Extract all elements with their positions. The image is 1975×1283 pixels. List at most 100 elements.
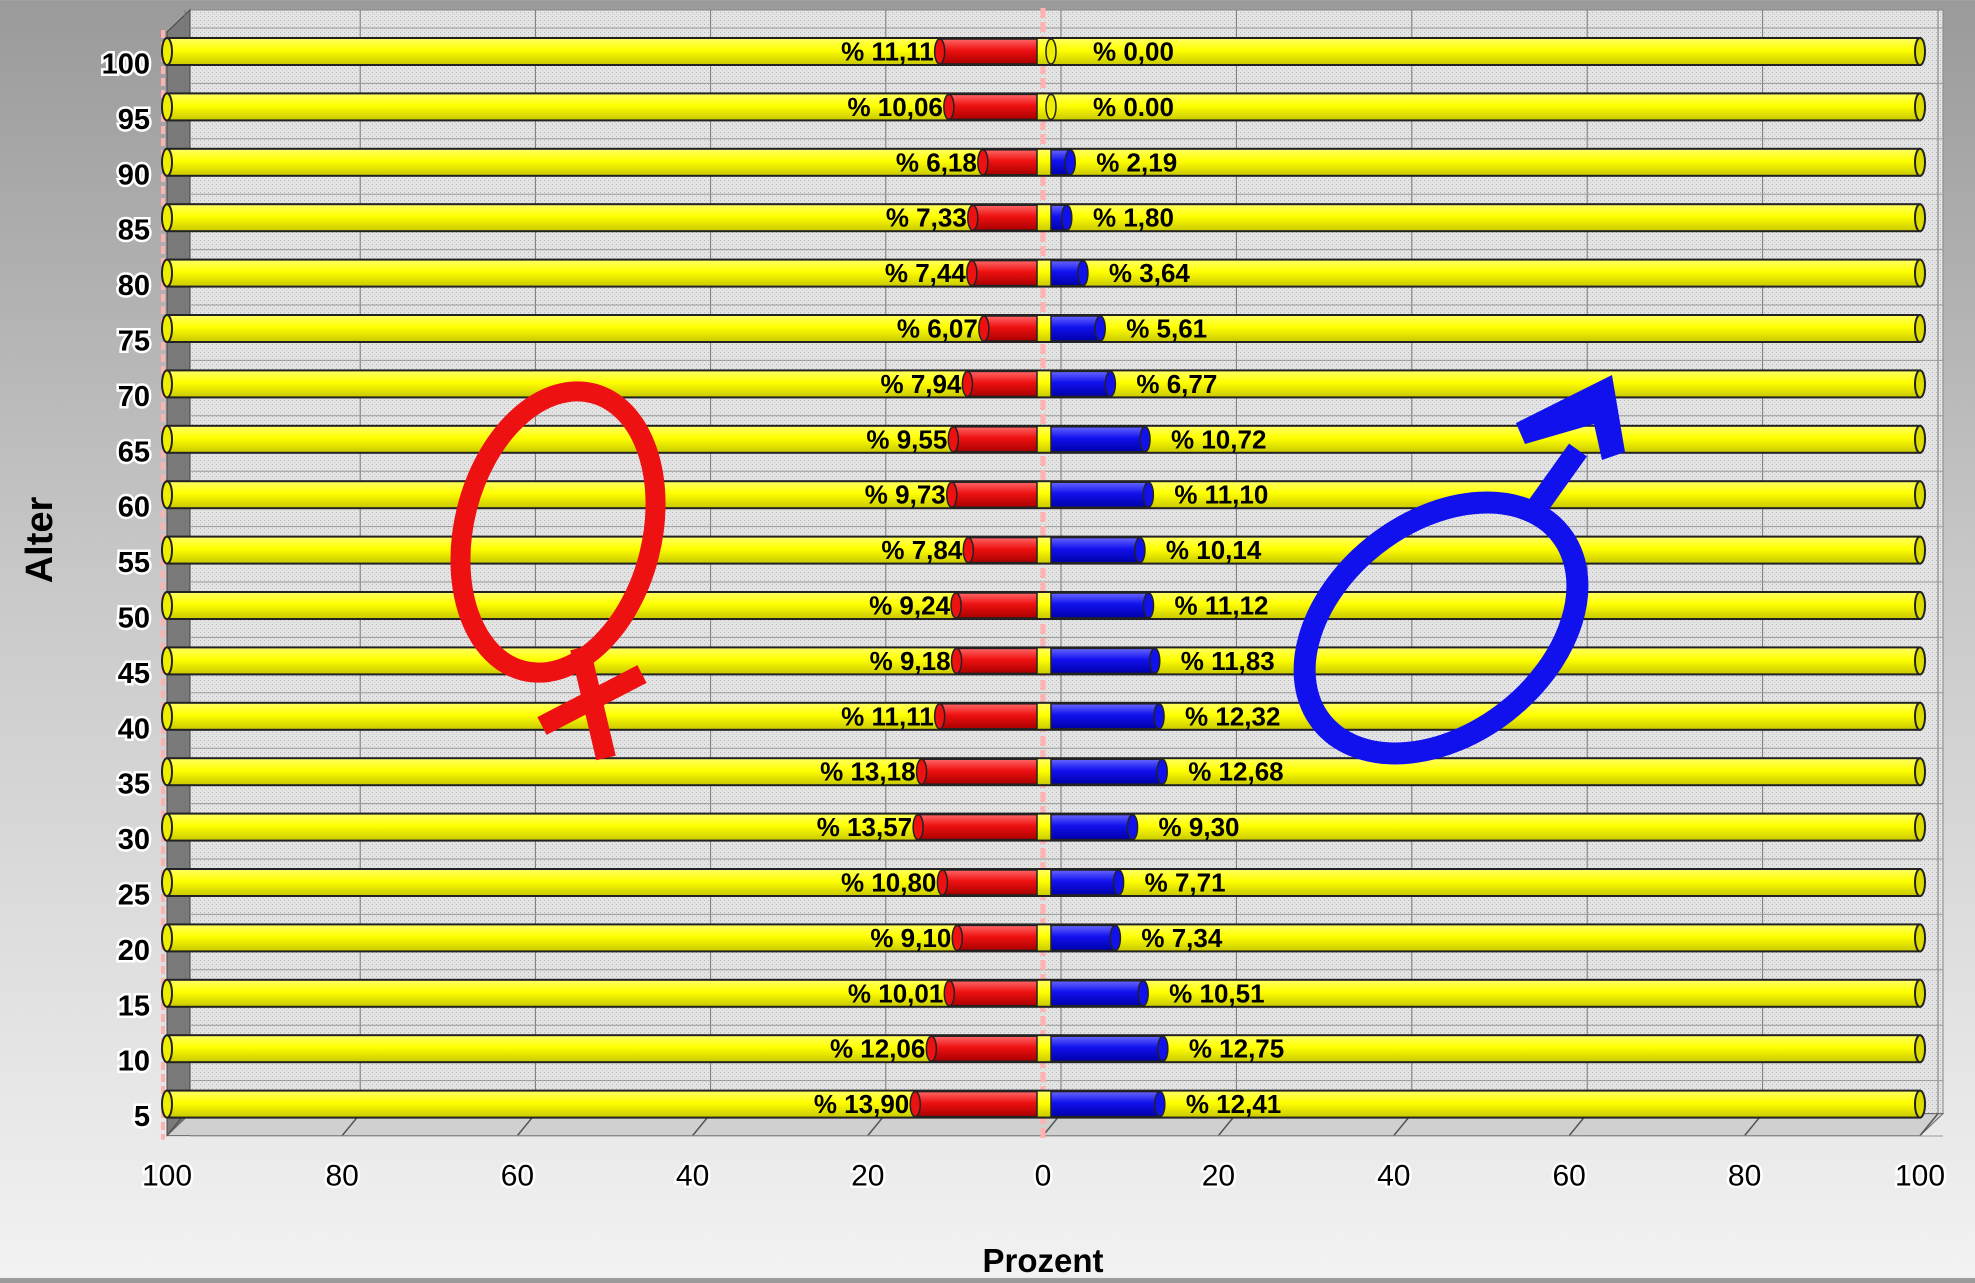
y-axis-label: Alter (19, 497, 61, 584)
female-bar-cap (950, 647, 963, 675)
female-bar (955, 647, 1038, 675)
female-data-label: % 9,73 (865, 480, 946, 510)
male-bar (1050, 869, 1120, 896)
background-bar (166, 203, 1921, 233)
female-data-label: % 9,24 (869, 591, 950, 621)
female-bar-cap (925, 1035, 938, 1062)
background-bar (166, 923, 1921, 953)
male-bar-cap (1154, 1090, 1166, 1118)
male-bar-cap (1139, 426, 1151, 453)
background-bar-cap-left (161, 424, 173, 454)
y-tick-label: 40 (118, 713, 150, 745)
x-tick-label: 60 (501, 1160, 534, 1193)
male-data-label: % 12,68 (1188, 757, 1283, 787)
male-data-label: % 1,80 (1093, 203, 1174, 233)
male-bar (1050, 592, 1150, 619)
male-bar (1050, 703, 1160, 730)
male-bar-cap (1137, 980, 1149, 1007)
female-bar-cap (961, 370, 974, 398)
female-bar (966, 370, 1038, 398)
female-data-label: % 6,07 (897, 314, 978, 344)
male-data-label: % 12,32 (1185, 701, 1280, 731)
y-tick-label: 70 (118, 381, 150, 413)
background-bar-cap-left (161, 37, 173, 66)
male-bar-cap (1126, 813, 1139, 841)
female-data-label: % 11,11 (841, 701, 934, 731)
female-data-label: % 9,55 (866, 424, 947, 454)
female-bar (982, 149, 1038, 176)
male-data-label: % 11,83 (1181, 646, 1275, 676)
background-bar-cap-right (1914, 978, 1926, 1008)
y-tick-label: 100 (102, 49, 150, 81)
female-bar (983, 315, 1038, 342)
background-bar (166, 92, 1921, 122)
background-bar (166, 424, 1921, 454)
x-tick-label: 0 (1035, 1160, 1052, 1193)
male-bar-cap (1104, 370, 1117, 398)
background-bar (166, 369, 1921, 399)
background-bar-cap-left (161, 369, 173, 399)
background-bar-cap-right (1914, 203, 1926, 233)
male-bar-cap (1148, 647, 1161, 675)
male-data-label: % 0.00 (1093, 92, 1174, 122)
y-tick-label: 5 (134, 1101, 150, 1133)
y-tick-label: 45 (118, 658, 150, 690)
x-tick-label: 20 (851, 1160, 884, 1193)
y-tick-label: 15 (118, 990, 150, 1022)
background-bar (166, 258, 1921, 288)
female-bar-cap (943, 93, 955, 121)
female-data-label: % 13,18 (820, 757, 915, 787)
female-bar (956, 924, 1038, 952)
background-bar-cap-left (161, 646, 173, 676)
female-bar (967, 536, 1038, 564)
background-bar (166, 646, 1921, 676)
bars (161, 37, 1926, 1119)
male-bar-cap (1142, 481, 1155, 508)
background-bar-cap-right (1914, 923, 1926, 953)
male-bar-cap (1157, 1035, 1169, 1062)
y-tick-label: 55 (118, 547, 150, 579)
female-bar-cap (950, 592, 962, 619)
y-tick-label: 85 (118, 215, 150, 247)
male-bar (1050, 536, 1141, 564)
background-bar-cap-right (1914, 757, 1926, 787)
female-bar (938, 703, 1038, 730)
male-data-label: % 11,10 (1174, 480, 1268, 510)
male-data-label: % 5,61 (1126, 314, 1207, 344)
grid-floor-tick (1919, 1113, 1939, 1137)
background-bar-cap-right (1914, 314, 1926, 343)
background-bar (166, 591, 1921, 620)
female-bar (952, 426, 1038, 453)
female-bar (951, 481, 1038, 508)
background-bar (166, 480, 1921, 510)
female-bar-cap (936, 869, 949, 896)
female-bar-cap (933, 38, 946, 65)
background-bar-cap-left (161, 701, 173, 731)
background-bar (166, 1034, 1921, 1064)
male-bar (1050, 758, 1163, 785)
background-bar-cap-left (161, 757, 173, 787)
y-tick-label: 75 (118, 326, 150, 358)
background-bar-cap-left (161, 535, 173, 565)
male-bar (1050, 315, 1101, 342)
female-data-label: % 13,57 (817, 812, 912, 842)
background-bar-cap-left (161, 978, 173, 1008)
female-bar-cap (977, 149, 989, 176)
male-bar (1050, 1035, 1164, 1062)
female-bar (971, 259, 1038, 287)
male-bar-cap (1112, 869, 1125, 896)
female-data-label: % 7,33 (886, 203, 967, 233)
male-bar (1050, 481, 1150, 508)
background-bar-cap-right (1914, 646, 1926, 676)
background-bar (166, 535, 1921, 565)
female-bar-cap (946, 481, 958, 508)
female-bar (930, 1035, 1038, 1062)
female-bar (917, 813, 1038, 841)
female-data-label: % 11,11 (841, 37, 934, 67)
male-bar (1050, 370, 1112, 398)
background-bar-cap-left (161, 203, 173, 233)
male-bar-cap (1094, 315, 1106, 342)
male-data-label: % 7,71 (1145, 868, 1226, 898)
